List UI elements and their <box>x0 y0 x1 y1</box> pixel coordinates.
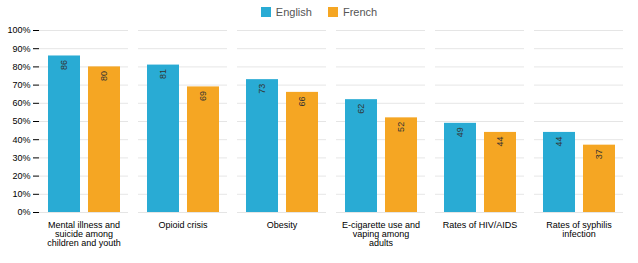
html-text:English: English <box>275 6 312 18</box>
svg-text:Rates of HIV/AIDS: Rates of HIV/AIDS <box>443 220 518 230</box>
svg-text:40%: 40% <box>12 135 30 145</box>
svg-text:10%: 10% <box>12 189 30 199</box>
svg-text:100%: 100% <box>7 25 30 35</box>
svg-text:Opioid crisis: Opioid crisis <box>158 220 208 230</box>
svg-text:44: 44 <box>554 136 564 146</box>
svg-text:66: 66 <box>297 96 307 106</box>
svg-text:60%: 60% <box>12 98 30 108</box>
svg-text:0%: 0% <box>17 207 30 217</box>
svg-text:E-cigarette use andvaping amon: E-cigarette use andvaping amongadults <box>342 220 420 248</box>
svg-text:86: 86 <box>59 60 69 70</box>
svg-text:Mental illness andsuicide amon: Mental illness andsuicide amongchildren … <box>47 220 121 248</box>
svg-text:20%: 20% <box>12 171 30 181</box>
svg-text:30%: 30% <box>12 153 30 163</box>
svg-text:37: 37 <box>594 149 604 159</box>
svg-text:Obesity: Obesity <box>267 220 298 230</box>
svg-text:80%: 80% <box>12 62 30 72</box>
svg-text:52: 52 <box>396 122 406 132</box>
svg-text:80: 80 <box>99 71 109 81</box>
svg-text:44: 44 <box>495 136 505 146</box>
svg-text:81: 81 <box>158 69 168 79</box>
svg-text:90%: 90% <box>12 44 30 54</box>
svg-text:73: 73 <box>257 84 267 94</box>
html-text:French: French <box>342 6 378 18</box>
svg-text:50%: 50% <box>12 116 30 126</box>
svg-text:70%: 70% <box>12 80 30 90</box>
svg-text:62: 62 <box>356 104 366 114</box>
svg-text:49: 49 <box>455 127 465 137</box>
svg-text:69: 69 <box>198 91 208 101</box>
svg-text:Rates of syphilisinfection: Rates of syphilisinfection <box>546 220 612 239</box>
